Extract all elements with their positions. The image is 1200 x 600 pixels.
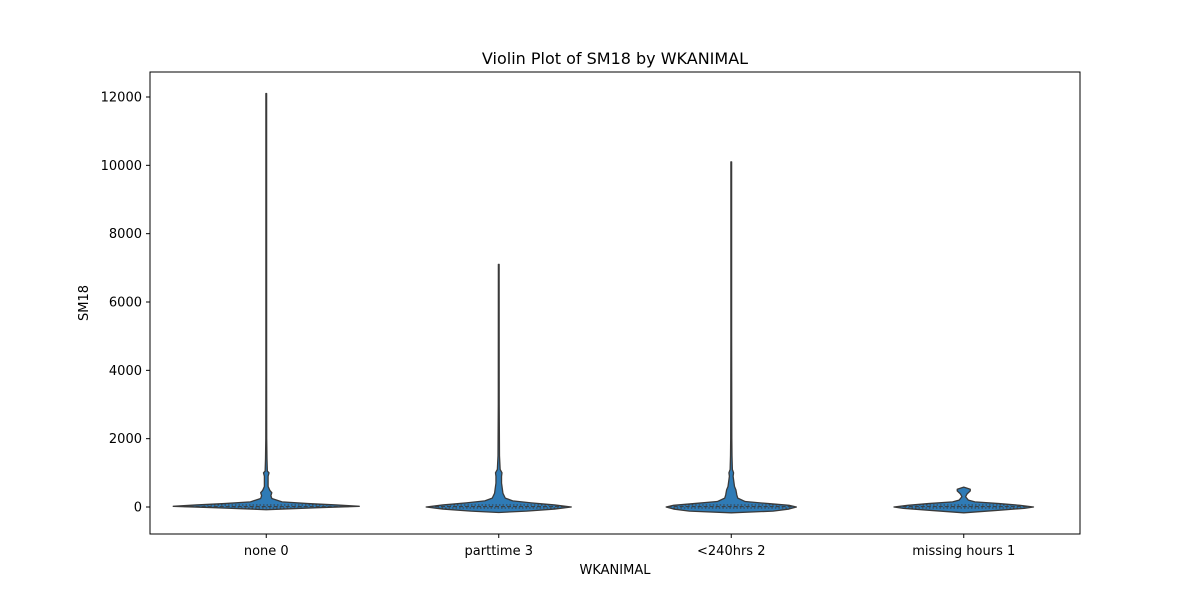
- x-tick-label: parttime 3: [465, 544, 533, 559]
- violin-body: [172, 92, 360, 511]
- violin-body: [893, 486, 1035, 514]
- y-tick-label: 6000: [109, 296, 142, 311]
- y-tick-label: 12000: [101, 91, 142, 106]
- y-tick-label: 0: [134, 501, 142, 516]
- y-axis-ticks: 0 2000 4000 6000 8000 10000 12000: [101, 91, 150, 516]
- x-tick-label: none 0: [244, 544, 289, 559]
- violins-layer: [172, 92, 1035, 514]
- y-axis-title: SM18: [77, 285, 92, 321]
- chart-title: Violin Plot of SM18 by WKANIMAL: [482, 49, 748, 68]
- y-tick-label: 10000: [101, 159, 142, 174]
- y-tick-label: 2000: [109, 432, 142, 447]
- plot-frame: [149, 71, 1081, 535]
- x-tick-label: missing hours 1: [912, 544, 1015, 559]
- violin-body: [425, 263, 572, 514]
- y-tick-label: 4000: [109, 364, 142, 379]
- x-axis-ticks: none 0 parttime 3 <240hrs 2 missing hours 1: [244, 534, 1015, 559]
- violin-body: [665, 161, 797, 514]
- y-tick-label: 8000: [109, 227, 142, 242]
- x-axis-title: WKANIMAL: [580, 563, 652, 578]
- x-tick-label: <240hrs 2: [697, 544, 765, 559]
